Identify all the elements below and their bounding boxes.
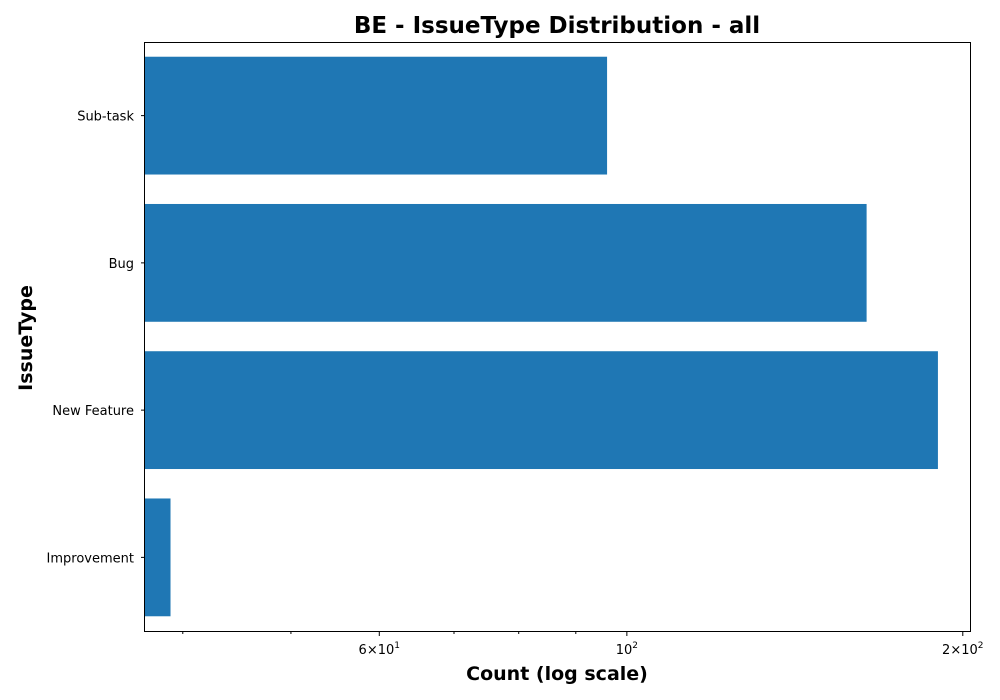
bar-bug bbox=[145, 203, 867, 322]
y-tick-label: Improvement bbox=[47, 551, 134, 566]
plot-frame bbox=[144, 42, 971, 632]
bar-sub-task bbox=[145, 56, 608, 175]
bar-new-feature bbox=[145, 351, 938, 470]
y-ticks: Sub-task Bug New Feature Improvement bbox=[47, 110, 145, 566]
y-axis-label: IssueType bbox=[15, 285, 37, 391]
chart-title: BE - IssueType Distribution - all bbox=[354, 13, 760, 39]
y-tick-label: New Feature bbox=[52, 404, 134, 419]
x-ticks: 6×101 102 2×102 bbox=[182, 631, 984, 658]
bars-layer bbox=[145, 56, 938, 617]
x-tick-label: 2×102 bbox=[942, 641, 983, 658]
y-tick-label: Sub-task bbox=[77, 110, 134, 125]
x-tick-label: 6×101 bbox=[359, 641, 400, 658]
x-axis-label: Count (log scale) bbox=[466, 663, 648, 685]
x-tick-label: 102 bbox=[616, 641, 638, 658]
y-tick-label: Bug bbox=[109, 257, 134, 272]
bar-improvement bbox=[145, 498, 171, 617]
